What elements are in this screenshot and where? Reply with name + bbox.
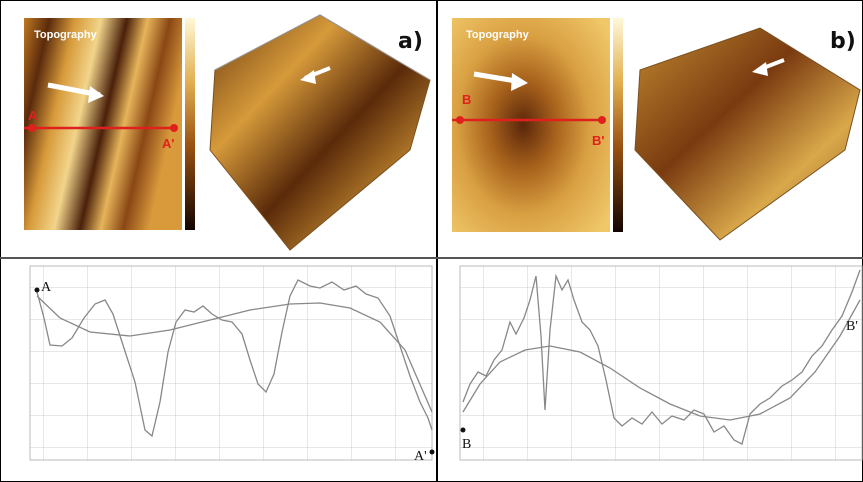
profile-end — [28, 124, 36, 132]
marker-label: A — [41, 280, 52, 295]
marker-label: B — [462, 437, 471, 452]
profile-end — [430, 450, 435, 455]
panel-label: a) — [398, 29, 423, 54]
profile-end — [461, 428, 466, 433]
marker-label: A — [28, 108, 38, 123]
figure: Topography A A' a) A A' Topography B B' — [0, 0, 863, 482]
profile-end — [456, 116, 464, 124]
marker-label: B' — [846, 319, 858, 334]
marker-label: A' — [414, 449, 427, 464]
colorbar — [613, 18, 623, 232]
profile-end — [598, 116, 606, 124]
image-title: Topography — [34, 29, 98, 41]
marker-label: A' — [162, 136, 174, 151]
profile-plot — [30, 266, 432, 460]
panel-label: b) — [830, 29, 856, 54]
marker-label: B — [462, 92, 471, 107]
afm-image — [24, 18, 182, 230]
profile-end — [170, 124, 178, 132]
marker-label: B' — [592, 133, 604, 148]
colorbar — [185, 18, 195, 230]
afm-image — [452, 18, 610, 232]
image-title: Topography — [466, 29, 530, 41]
profile-end — [35, 288, 40, 293]
profile-plot — [460, 266, 862, 460]
